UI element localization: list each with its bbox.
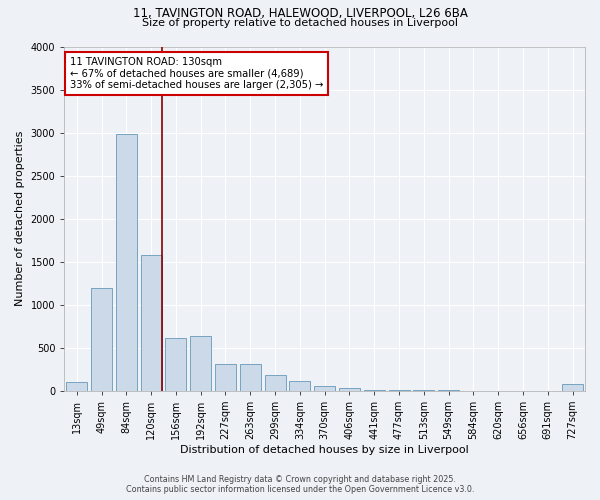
Bar [389,390,410,391]
Bar [240,364,261,391]
Bar [166,338,187,391]
Bar [265,374,286,391]
Y-axis label: Number of detached properties: Number of detached properties [15,131,25,306]
Bar [66,382,87,391]
Bar [116,134,137,391]
Text: 11, TAVINGTON ROAD, HALEWOOD, LIVERPOOL, L26 6BA: 11, TAVINGTON ROAD, HALEWOOD, LIVERPOOL,… [133,8,467,20]
Bar [314,386,335,391]
Bar [140,255,161,391]
Text: Size of property relative to detached houses in Liverpool: Size of property relative to detached ho… [142,18,458,28]
Bar [562,384,583,391]
Bar [215,364,236,391]
Bar [91,288,112,391]
Text: 11 TAVINGTON ROAD: 130sqm
← 67% of detached houses are smaller (4,689)
33% of se: 11 TAVINGTON ROAD: 130sqm ← 67% of detac… [70,57,323,90]
X-axis label: Distribution of detached houses by size in Liverpool: Distribution of detached houses by size … [180,445,469,455]
Bar [190,336,211,391]
Bar [364,390,385,391]
Bar [289,382,310,391]
Text: Contains HM Land Registry data © Crown copyright and database right 2025.
Contai: Contains HM Land Registry data © Crown c… [126,474,474,494]
Bar [339,388,360,391]
